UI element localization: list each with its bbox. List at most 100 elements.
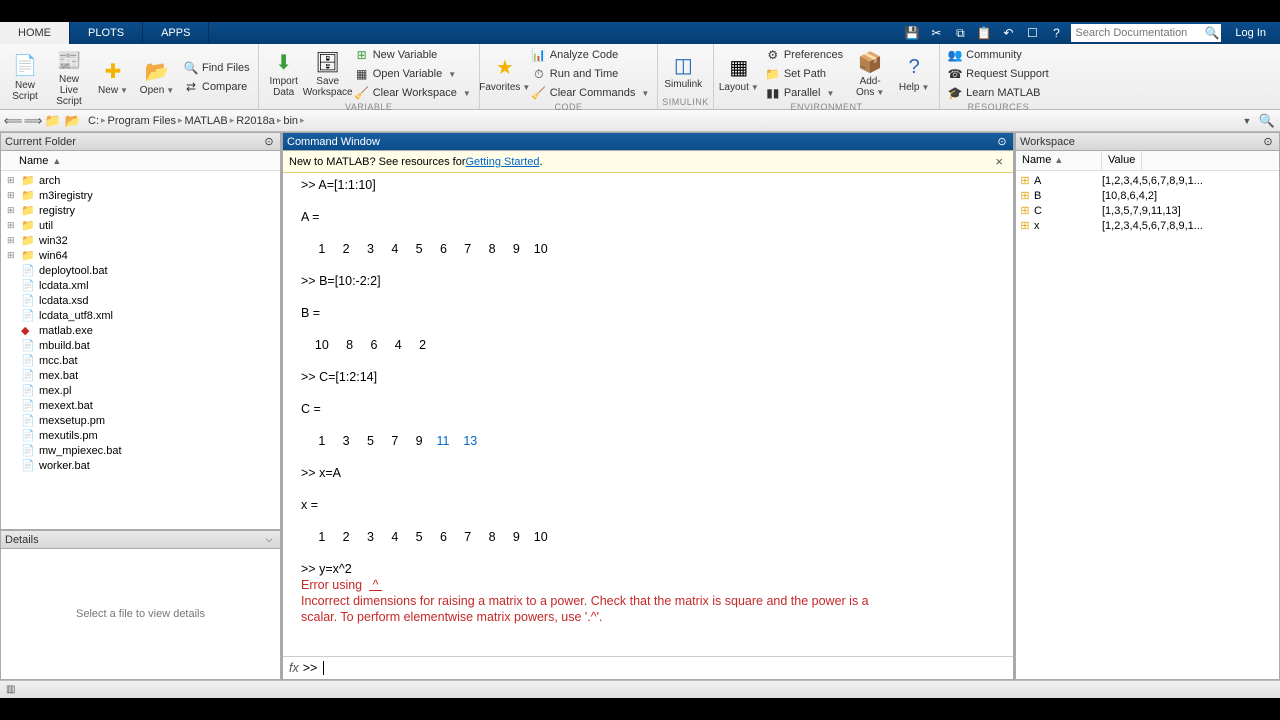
addons-button[interactable]: 📦Add-Ons▼ <box>849 46 891 102</box>
panel-menu-icon[interactable]: ⊙ <box>995 135 1009 149</box>
back-icon[interactable]: ⟸ <box>4 112 22 130</box>
path-dropdown-icon[interactable]: ▼ <box>1238 112 1256 130</box>
cut-icon[interactable]: ✂ <box>927 24 945 42</box>
workspace-variable[interactable]: ⊞B[10,8,6,4,2] <box>1016 188 1279 203</box>
current-folder-header[interactable]: Current Folder ⊙ <box>1 133 280 151</box>
switch-windows-icon[interactable]: ☐ <box>1023 24 1041 42</box>
path-breadcrumb[interactable]: C:▸Program Files▸MATLAB▸R2018a▸bin▸ <box>84 115 1236 127</box>
file-row[interactable]: 📄mw_mpiexec.bat <box>1 443 280 458</box>
clear-workspace-button[interactable]: 🧹Clear Workspace▼ <box>351 84 475 102</box>
file-row[interactable]: 📄deploytool.bat <box>1 263 280 278</box>
file-row[interactable]: 📄mex.pl <box>1 383 280 398</box>
analyze-code-button[interactable]: 📊Analyze Code <box>528 46 654 64</box>
command-window-header[interactable]: Command Window ⊙ <box>283 133 1013 151</box>
browse-folder-icon[interactable]: 📂 <box>64 112 82 130</box>
file-row[interactable]: 📄mcc.bat <box>1 353 280 368</box>
community-button[interactable]: 👥Community <box>944 46 1053 64</box>
fx-icon[interactable]: fx <box>289 661 299 675</box>
file-icon: 📄 <box>21 399 35 412</box>
compare-button[interactable]: ⇄Compare <box>180 78 254 96</box>
copy-icon[interactable]: ⧉ <box>951 24 969 42</box>
panel-menu-icon[interactable]: ⊙ <box>1261 135 1275 149</box>
workspace-columns[interactable]: Name ▲ Value <box>1016 151 1279 171</box>
expand-icon[interactable]: ⊞ <box>7 175 17 186</box>
file-row[interactable]: 📄mexsetup.pm <box>1 413 280 428</box>
command-output[interactable]: >> A=[1:1:10] A = 1 2 3 4 5 6 7 8 9 10 >… <box>283 173 1013 656</box>
workspace-variable[interactable]: ⊞C[1,3,5,7,9,11,13] <box>1016 203 1279 218</box>
expand-icon[interactable]: ⊞ <box>7 235 17 246</box>
expand-icon[interactable]: ⊞ <box>7 220 17 231</box>
tab-home[interactable]: HOME <box>0 22 70 44</box>
workspace-header[interactable]: Workspace ⊙ <box>1016 133 1279 151</box>
file-row[interactable]: ⊞📁m3iregistry <box>1 188 280 203</box>
getting-started-link[interactable]: Getting Started <box>465 156 539 168</box>
file-icon: 📄 <box>21 309 35 322</box>
file-row[interactable]: ⊞📁win64 <box>1 248 280 263</box>
favorites-button[interactable]: ★Favorites▼ <box>484 46 526 102</box>
save-workspace-button[interactable]: 🗄Save Workspace <box>307 46 349 102</box>
file-icon: 📄 <box>21 414 35 427</box>
file-row[interactable]: 📄mex.bat <box>1 368 280 383</box>
help-icon[interactable]: ? <box>1047 24 1065 42</box>
file-list: ⊞📁arch⊞📁m3iregistry⊞📁registry⊞📁util⊞📁win… <box>1 171 280 475</box>
expand-icon[interactable]: ⊞ <box>7 190 17 201</box>
path-search-icon[interactable]: 🔍 <box>1258 112 1276 130</box>
file-row[interactable]: ◆matlab.exe <box>1 323 280 338</box>
simulink-button[interactable]: ◫Simulink <box>662 46 704 97</box>
file-row[interactable]: 📄mexext.bat <box>1 398 280 413</box>
up-folder-icon[interactable]: 📁 <box>44 112 62 130</box>
open-variable-button[interactable]: ▦Open Variable▼ <box>351 65 475 83</box>
layout-button[interactable]: ▦Layout▼ <box>718 46 760 102</box>
search-docs-input[interactable] <box>1071 24 1221 42</box>
path-segment[interactable]: Program Files <box>108 115 176 127</box>
banner-close-icon[interactable]: × <box>991 154 1007 169</box>
tab-apps[interactable]: APPS <box>143 22 209 44</box>
search-icon[interactable]: 🔍 <box>1204 26 1219 40</box>
parallel-button[interactable]: ▮▮Parallel▼ <box>762 84 847 102</box>
file-icon: 📄 <box>21 459 35 472</box>
expand-icon[interactable]: ⊞ <box>7 250 17 261</box>
tab-plots[interactable]: PLOTS <box>70 22 143 44</box>
path-segment[interactable]: C: <box>88 115 99 127</box>
details-collapse-icon[interactable]: ⌵ <box>262 533 276 547</box>
file-row[interactable]: 📄lcdata.xsd <box>1 293 280 308</box>
learn-matlab-button[interactable]: 🎓Learn MATLAB <box>944 84 1053 102</box>
request-support-button[interactable]: ☎Request Support <box>944 65 1053 83</box>
file-row[interactable]: ⊞📁arch <box>1 173 280 188</box>
path-segment[interactable]: R2018a <box>236 115 275 127</box>
run-and-time-button[interactable]: ⏱Run and Time <box>528 65 654 83</box>
file-row[interactable]: 📄mexutils.pm <box>1 428 280 443</box>
paste-icon[interactable]: 📋 <box>975 24 993 42</box>
command-prompt[interactable]: fx >> <box>283 656 1013 679</box>
workspace-variable[interactable]: ⊞A[1,2,3,4,5,6,7,8,9,1... <box>1016 173 1279 188</box>
import-data-button[interactable]: ⬇Import Data <box>263 46 305 102</box>
file-row[interactable]: 📄lcdata_utf8.xml <box>1 308 280 323</box>
details-header[interactable]: Details ⌵ <box>1 531 280 549</box>
file-row[interactable]: 📄mbuild.bat <box>1 338 280 353</box>
new-live-script-button[interactable]: 📰New Live Script <box>48 46 90 109</box>
file-row[interactable]: 📄lcdata.xml <box>1 278 280 293</box>
file-row[interactable]: ⊞📁registry <box>1 203 280 218</box>
file-row[interactable]: ⊞📁util <box>1 218 280 233</box>
preferences-button[interactable]: ⚙Preferences <box>762 46 847 64</box>
file-list-header[interactable]: Name▲ <box>1 151 280 171</box>
path-segment[interactable]: MATLAB <box>185 115 228 127</box>
set-path-button[interactable]: 📁Set Path <box>762 65 847 83</box>
new-script-button[interactable]: 📄New Script <box>4 46 46 109</box>
panel-menu-icon[interactable]: ⊙ <box>262 135 276 149</box>
login-button[interactable]: Log In <box>1227 27 1274 39</box>
find-files-button[interactable]: 🔍Find Files <box>180 59 254 77</box>
help-button[interactable]: ?Help▼ <box>893 46 935 102</box>
open-button[interactable]: 📂Open▼ <box>136 46 178 109</box>
workspace-variable[interactable]: ⊞x[1,2,3,4,5,6,7,8,9,1... <box>1016 218 1279 233</box>
file-row[interactable]: ⊞📁win32 <box>1 233 280 248</box>
new-button[interactable]: ✚New▼ <box>92 46 134 109</box>
undo-icon[interactable]: ↶ <box>999 24 1017 42</box>
file-row[interactable]: 📄worker.bat <box>1 458 280 473</box>
save-icon[interactable]: 💾 <box>903 24 921 42</box>
expand-icon[interactable]: ⊞ <box>7 205 17 216</box>
clear-commands-button[interactable]: 🧹Clear Commands▼ <box>528 84 654 102</box>
forward-icon[interactable]: ⟹ <box>24 112 42 130</box>
new-variable-button[interactable]: ⊞New Variable <box>351 46 475 64</box>
path-segment[interactable]: bin <box>283 115 298 127</box>
